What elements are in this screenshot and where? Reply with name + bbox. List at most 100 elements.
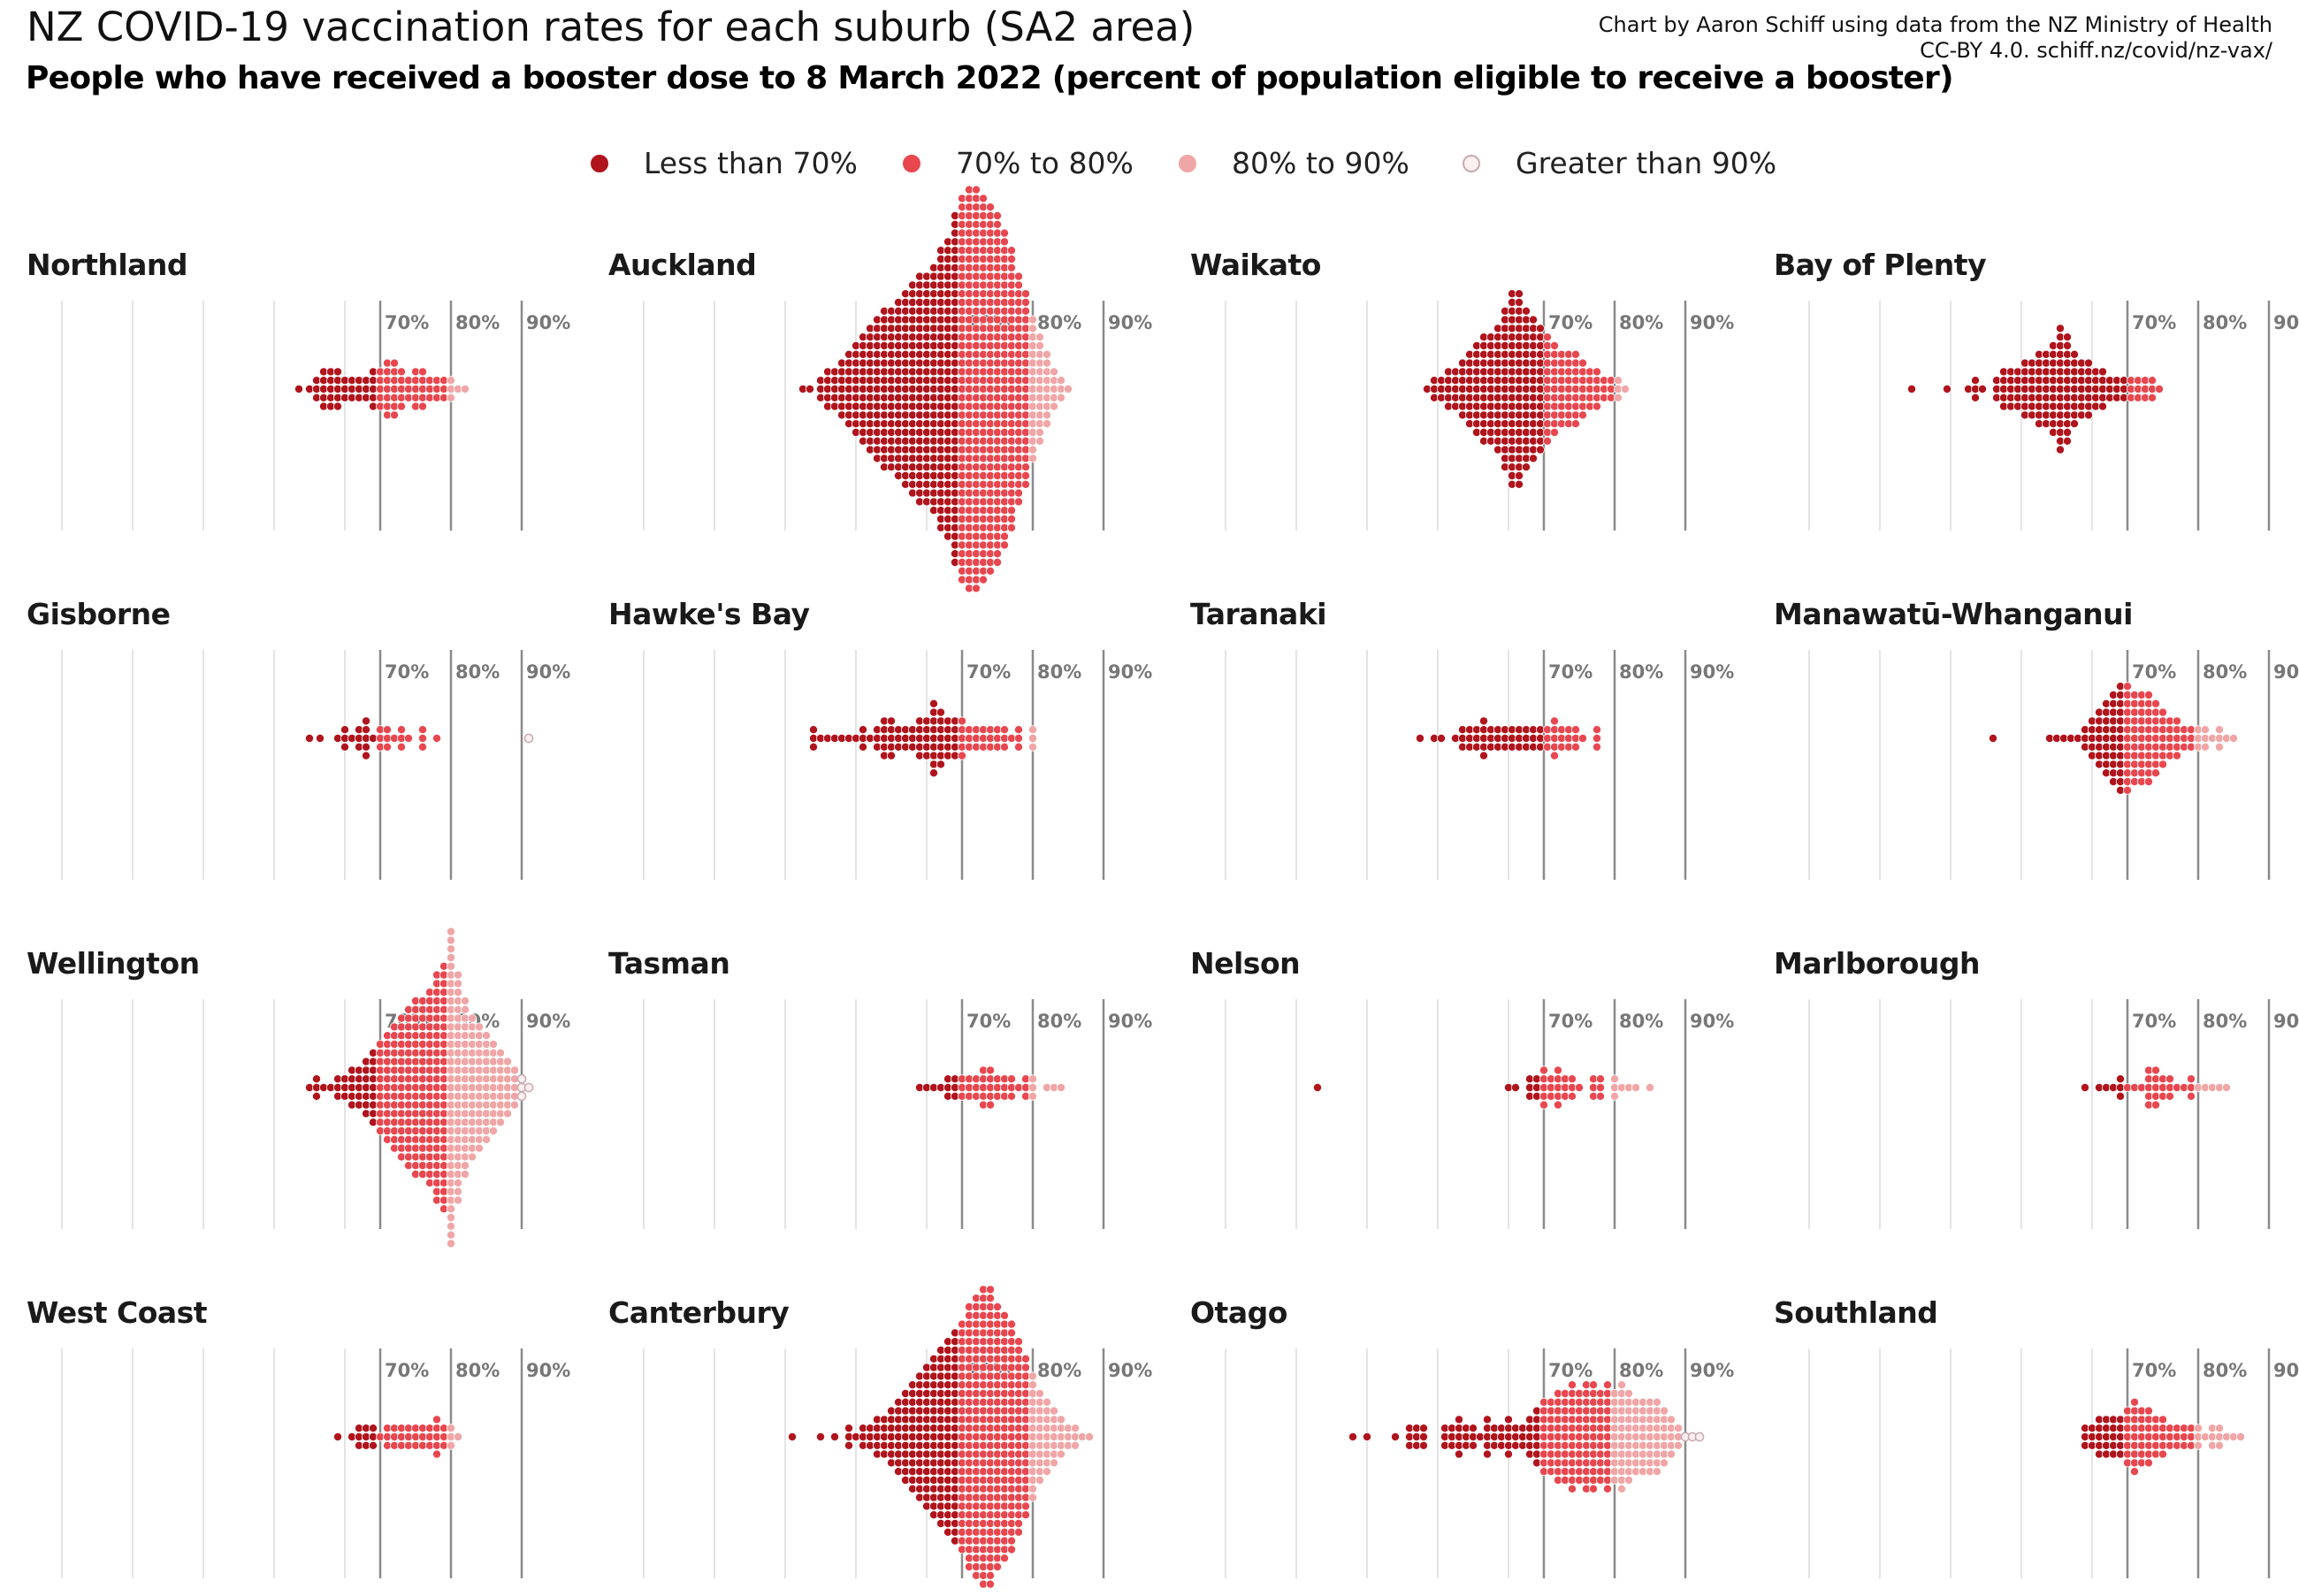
data-point xyxy=(446,1230,455,1240)
data-point xyxy=(1660,1406,1669,1416)
chart-title: NZ COVID-19 vaccination rates for each s… xyxy=(27,4,1195,50)
data-point xyxy=(2147,376,2157,386)
data-point xyxy=(2193,1424,2203,1433)
panel-manawatu-whanganui: Manawatū-Whanganui 70% 80% 90% xyxy=(1774,597,2299,897)
panel-taranaki: Taranaki 70% 80% 90% xyxy=(1190,597,1765,897)
data-point xyxy=(2172,716,2181,726)
panel-title: Waikato xyxy=(1190,248,1321,282)
data-point xyxy=(844,1424,853,1433)
data-point xyxy=(2165,1091,2174,1101)
reference-label-70: 70% xyxy=(2132,1011,2176,1032)
data-point xyxy=(1653,1397,1662,1407)
data-point xyxy=(453,1432,462,1441)
data-point xyxy=(858,742,867,752)
data-point xyxy=(332,1432,342,1441)
data-point xyxy=(474,1143,484,1153)
data-point xyxy=(2150,699,2160,708)
chart-credit: Chart by Aaron Schiff using data from th… xyxy=(1599,12,2272,64)
data-point xyxy=(1042,410,1051,420)
data-point xyxy=(2055,445,2065,454)
data-point xyxy=(1056,393,1065,402)
legend-swatch xyxy=(1179,155,1196,172)
data-point xyxy=(2172,751,2181,760)
data-point xyxy=(999,1554,1009,1563)
data-point xyxy=(1609,1091,1619,1101)
data-point xyxy=(1348,1432,1357,1441)
data-point xyxy=(1503,1449,1513,1459)
beeswarm-plot: 70% 80% 90% xyxy=(1225,1348,1734,1578)
beeswarm-plot: 70% 80% 90% xyxy=(1808,650,2299,880)
data-point xyxy=(992,557,1002,567)
data-point xyxy=(1588,1484,1598,1493)
data-point xyxy=(1006,1319,1016,1329)
data-point xyxy=(403,733,413,743)
data-point xyxy=(815,1432,825,1441)
data-point xyxy=(1549,427,1559,437)
panel-otago: Otago 70% 80% 90% xyxy=(1190,1295,1765,1596)
reference-label-70: 70% xyxy=(966,661,1011,683)
data-point xyxy=(361,725,370,735)
data-point xyxy=(1570,725,1580,735)
data-point xyxy=(2143,1458,2153,1468)
panel-title: Otago xyxy=(1190,1295,1287,1330)
panel-title: Canterbury xyxy=(608,1295,790,1330)
data-point xyxy=(787,1432,797,1441)
data-point xyxy=(992,211,1002,221)
data-point xyxy=(999,540,1009,550)
legend-swatch xyxy=(591,155,608,172)
data-point xyxy=(1006,1328,1016,1338)
data-point xyxy=(432,1415,441,1424)
data-point xyxy=(992,1562,1002,1571)
data-point xyxy=(1592,725,1601,735)
data-point xyxy=(432,1449,441,1459)
reference-label-80: 80% xyxy=(2203,1011,2247,1032)
data-point xyxy=(1613,376,1623,386)
data-point xyxy=(417,725,427,735)
reference-label-90: 90% xyxy=(1690,1011,1734,1032)
data-point xyxy=(1020,470,1030,480)
data-point xyxy=(1049,1406,1058,1416)
beeswarm-plot: 70% 80% 90% xyxy=(61,301,570,531)
panel-nelson: Nelson 70% 80% 90% xyxy=(1190,946,1765,1247)
data-point xyxy=(2150,768,2160,778)
data-point xyxy=(2150,1100,2160,1110)
data-point xyxy=(482,1031,492,1041)
beeswarm-plot: 70% 80% 90% xyxy=(1808,999,2299,1229)
reference-label-80: 80% xyxy=(455,312,500,333)
data-point xyxy=(1602,1484,1612,1493)
data-point xyxy=(1020,298,1030,308)
data-point xyxy=(2158,1449,2167,1459)
reference-label-70: 70% xyxy=(385,312,429,333)
data-point xyxy=(1013,742,1023,752)
data-point xyxy=(1056,1082,1065,1092)
data-point xyxy=(1006,263,1016,272)
data-point xyxy=(1027,1493,1037,1502)
data-point xyxy=(446,952,455,962)
data-point xyxy=(1577,410,1587,420)
data-point xyxy=(1027,1091,1037,1101)
data-point xyxy=(474,1022,484,1032)
panel-title: Hawke's Bay xyxy=(608,597,810,631)
data-point xyxy=(999,725,1009,735)
legend-swatch xyxy=(1463,155,1480,172)
data-point xyxy=(2080,1082,2089,1092)
reference-label-70: 70% xyxy=(2132,661,2176,683)
data-point xyxy=(1035,332,1044,342)
data-point xyxy=(467,1152,477,1162)
data-point xyxy=(2200,725,2210,735)
dots xyxy=(1348,1380,1705,1493)
dots xyxy=(1415,716,1601,760)
beeswarm-plot: 70% 80% 90% xyxy=(1225,999,1734,1229)
reference-label-90: 90% xyxy=(2273,1011,2299,1032)
reference-label-90: 90% xyxy=(1108,661,1152,683)
data-point xyxy=(1535,445,1545,454)
data-point xyxy=(1521,306,1531,316)
data-point xyxy=(1013,1518,1023,1528)
panel-title: Gisborne xyxy=(27,597,171,631)
data-point xyxy=(1694,1432,1705,1442)
data-point xyxy=(1570,419,1580,429)
data-point xyxy=(808,725,818,735)
data-point xyxy=(1006,254,1016,263)
reference-label-80: 80% xyxy=(1037,1360,1081,1381)
data-point xyxy=(1042,349,1051,359)
